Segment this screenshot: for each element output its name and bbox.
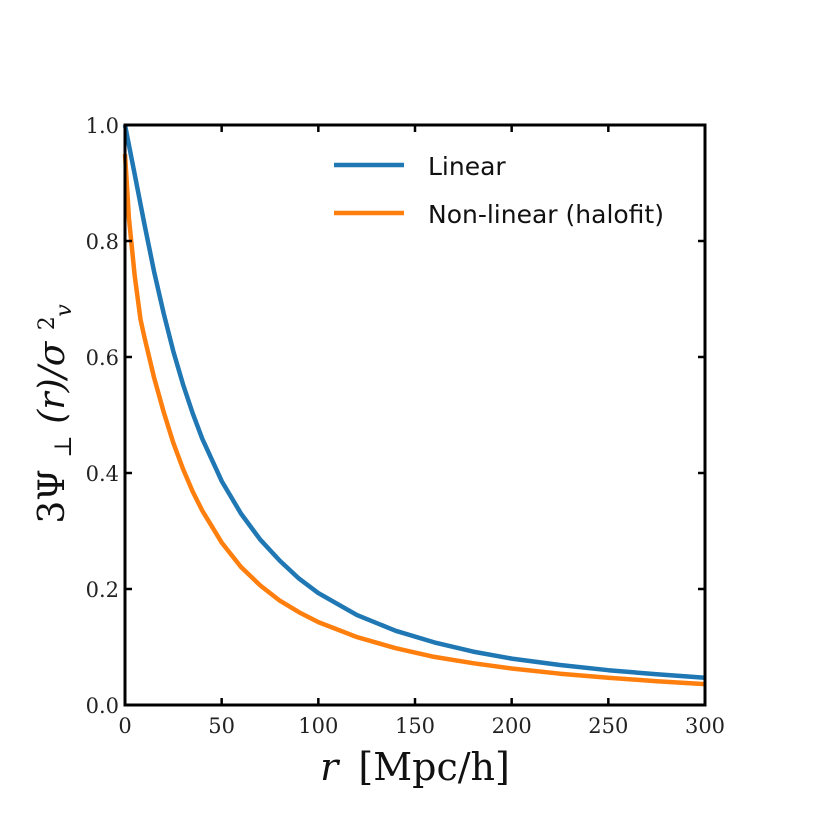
legend-label-nonlinear: Non-linear (halofit) [428, 200, 664, 229]
series-line-0 [122, 124, 706, 680]
y-tick-label: 1.0 [86, 114, 119, 138]
legend: Linear Non-linear (halofit) [334, 152, 664, 229]
y-tick-label: 0.0 [86, 694, 119, 718]
y-axis-label-subscript: ⊥ [49, 435, 77, 458]
y-axis-label-subscript-v: v [52, 304, 77, 317]
series-line-1 [122, 153, 706, 687]
x-tick-label: 100 [298, 714, 338, 738]
x-axis-label: r [Mpc/h] [320, 745, 510, 789]
x-tick-label: 150 [395, 714, 435, 738]
y-axis-label-argument: (r)/σ [32, 340, 73, 423]
y-axis-label-main: 3Ψ [32, 469, 73, 523]
x-axis-unit: [Mpc/h] [358, 745, 509, 789]
x-tick-label: 50 [208, 714, 235, 738]
y-axis-label: 3Ψ ⊥ (r)/σ 2 v [32, 304, 77, 524]
x-tick-label: 300 [685, 714, 725, 738]
x-tick-label: 0 [118, 714, 131, 738]
x-tick-label: 200 [492, 714, 532, 738]
y-tick-label: 0.8 [86, 230, 119, 254]
y-tick-label: 0.2 [86, 578, 119, 602]
y-tick-label: 0.4 [86, 462, 119, 486]
y-axis-label-superscript: 2 [35, 316, 60, 330]
series-lines [122, 124, 706, 687]
x-axis-variable: r [320, 745, 341, 789]
y-tick-label: 0.6 [86, 346, 119, 370]
plot-frame [123, 123, 707, 707]
x-tick-label: 250 [588, 714, 628, 738]
legend-label-linear: Linear [428, 152, 506, 181]
axis-ticks: 0 50 100 150 200 250 300 0.0 0.2 0.4 0.6 0.8 1.0 [86, 114, 725, 738]
